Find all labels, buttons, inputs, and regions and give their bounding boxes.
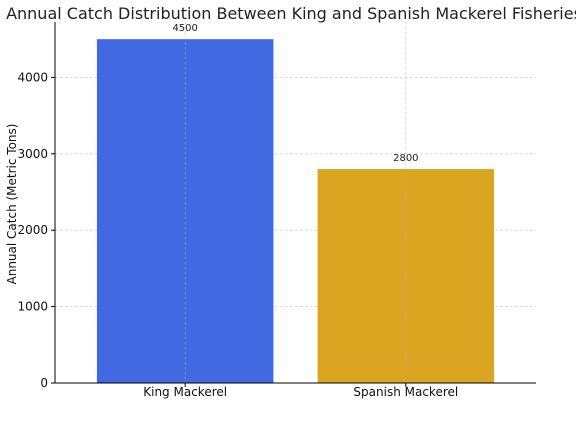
y-tick-label: 1000: [17, 300, 48, 314]
data-label: 4500: [172, 23, 197, 34]
bar-king-mackerel: [96, 39, 274, 383]
x-tick-label: King Mackerel: [143, 385, 227, 399]
y-tick-label: 4000: [17, 70, 48, 84]
chart-title: Annual Catch Distribution Between King a…: [6, 4, 576, 23]
y-axis-label: Annual Catch (Metric Tons): [5, 124, 19, 285]
y-tick-label: 2000: [17, 223, 48, 237]
y-tick-label: 0: [40, 376, 48, 390]
bar-spanish-mackerel: [317, 169, 495, 383]
axes: [51, 22, 536, 387]
y-tick-label: 3000: [17, 147, 48, 161]
labels: 0 1000 2000 3000 4000 King Mackerel Spanish Ma…: [17, 23, 458, 399]
data-label: 2800: [393, 153, 418, 164]
bars: [96, 22, 495, 383]
x-tick-label: Spanish Mackerel: [353, 385, 458, 399]
